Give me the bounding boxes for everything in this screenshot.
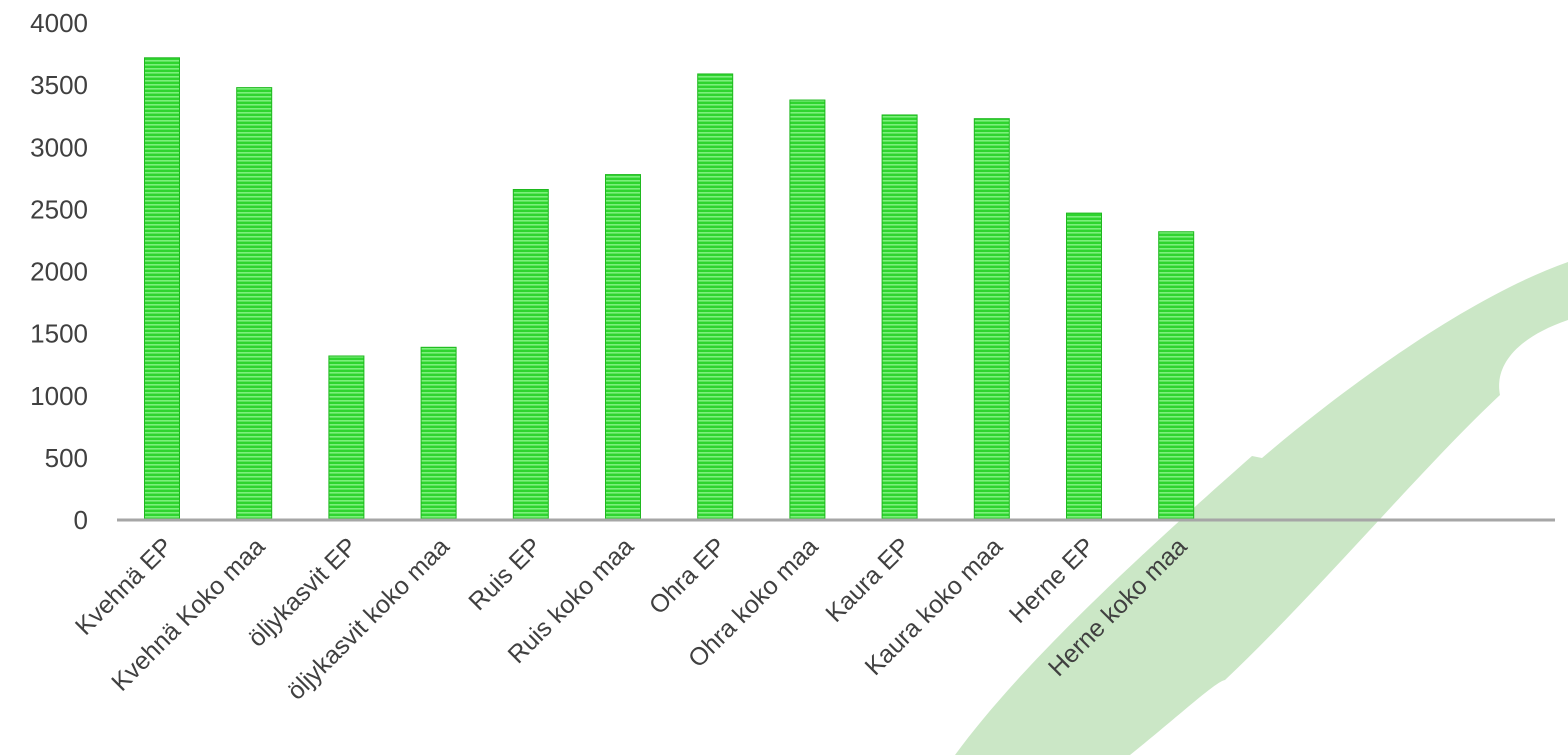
x-tick-label: Ohra EP	[644, 532, 732, 620]
bar	[605, 174, 641, 521]
bars	[144, 57, 1195, 521]
x-tick-label: Kaura EP	[820, 532, 915, 627]
bar	[789, 99, 826, 521]
bar	[881, 114, 918, 521]
y-tick-label: 2500	[30, 194, 88, 224]
x-tick-label: öljykasvit koko maa	[282, 532, 455, 705]
y-tick-label: 3500	[30, 70, 88, 100]
y-tick-label: 1000	[30, 381, 88, 411]
y-tick-label: 2000	[30, 257, 88, 287]
bar	[328, 355, 365, 521]
y-tick-label: 500	[45, 443, 88, 473]
x-tick-label: Kvehnä Koko maa	[106, 532, 270, 696]
background-swoosh-shape	[955, 262, 1568, 755]
y-tick-label: 0	[74, 505, 88, 535]
bar	[1158, 231, 1195, 521]
bar	[236, 87, 273, 521]
y-tick-label: 4000	[30, 8, 88, 38]
bar	[144, 57, 180, 521]
bar	[697, 73, 734, 521]
bar	[1066, 212, 1102, 521]
x-tick-label: Ruis EP	[463, 532, 547, 616]
bar	[973, 118, 1010, 521]
y-tick-label: 1500	[30, 319, 88, 349]
bar	[420, 346, 457, 521]
y-axis: 0 500 1000 1500 2000 2500 3000 3500 4000	[30, 8, 88, 535]
bar	[512, 188, 549, 521]
y-tick-label: 3000	[30, 132, 88, 162]
